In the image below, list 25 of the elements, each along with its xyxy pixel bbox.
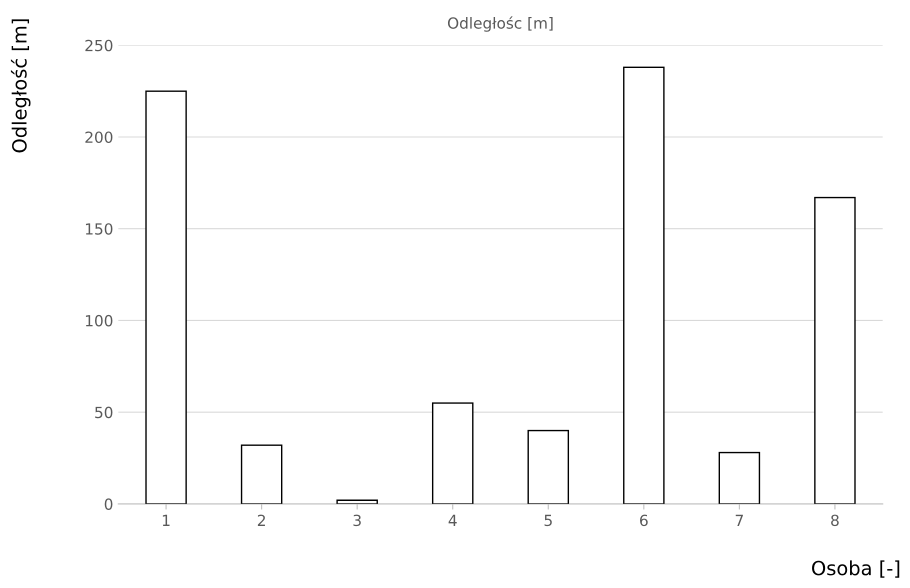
y-axis-title: Odległość [m]	[10, 19, 31, 152]
bar	[240, 444, 282, 504]
y-tick-label: 50	[95, 406, 112, 418]
bar	[623, 66, 665, 504]
x-tick-label: 6	[640, 514, 648, 526]
y-tick-label: 200	[85, 131, 112, 144]
bar	[336, 500, 378, 504]
y-tick-label: 100	[86, 314, 112, 326]
bar	[145, 90, 187, 504]
chart-title: Odległośc [m]	[448, 16, 553, 32]
x-tick-label: 2	[258, 514, 265, 526]
bar	[814, 196, 856, 504]
x-tick-label: 8	[831, 514, 839, 526]
x-tick-label: 7	[736, 514, 743, 526]
x-axis-title: Osoba [-]	[812, 560, 900, 578]
x-tick-label: 4	[448, 514, 457, 526]
bar	[528, 430, 570, 504]
y-tick-label: 250	[85, 40, 112, 52]
y-tick-label: 0	[104, 498, 112, 510]
y-tick-label: 150	[86, 223, 112, 235]
x-tick-label: 5	[544, 514, 552, 526]
bar	[432, 402, 474, 504]
x-tick-label: 1	[162, 514, 170, 526]
x-tick-label: 3	[353, 514, 361, 526]
bar	[718, 452, 760, 504]
